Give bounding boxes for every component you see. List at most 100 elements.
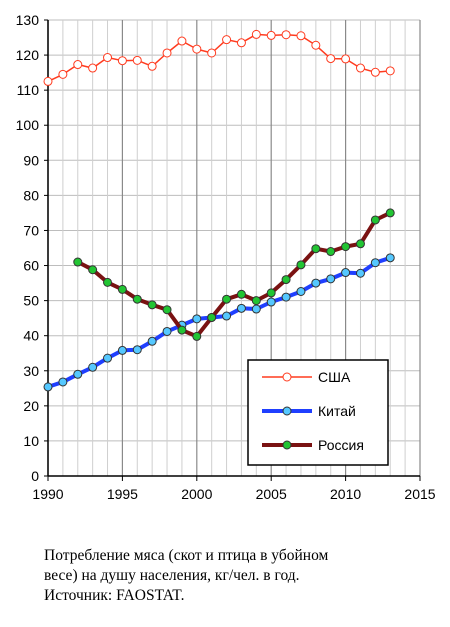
data-point	[296, 260, 306, 270]
data-point	[385, 208, 395, 218]
data-point	[266, 30, 276, 40]
data-point	[222, 35, 232, 45]
caption-line-2: весе) на душу населения, кг/чел. в год.	[44, 567, 300, 584]
data-point	[311, 40, 321, 50]
data-point	[341, 268, 351, 278]
data-point	[341, 54, 351, 64]
x-tick-label: 1990	[32, 486, 63, 502]
chart-series	[43, 29, 395, 392]
data-point	[281, 30, 291, 40]
data-point	[162, 305, 172, 315]
data-point	[117, 56, 127, 66]
y-tick-label: 60	[23, 258, 39, 274]
data-point	[88, 362, 98, 372]
data-point	[236, 303, 246, 313]
data-point	[236, 38, 246, 48]
data-point	[117, 345, 127, 355]
data-point	[311, 244, 321, 254]
data-point	[296, 31, 306, 41]
data-point	[192, 314, 202, 324]
data-point	[385, 66, 395, 76]
caption-line-1: Потребление мяса (скот и птица в убойном	[44, 547, 329, 564]
data-point	[162, 326, 172, 336]
data-point	[296, 286, 306, 296]
x-tick-label: 1995	[107, 486, 138, 502]
data-point	[370, 215, 380, 225]
y-tick-label: 30	[23, 363, 39, 379]
legend-label: Россия	[318, 437, 364, 453]
data-point	[88, 265, 98, 275]
data-point	[73, 369, 83, 379]
data-point	[370, 67, 380, 77]
data-point	[132, 294, 142, 304]
data-point	[58, 69, 68, 79]
data-point	[385, 253, 395, 263]
data-point	[207, 48, 217, 58]
legend-marker	[282, 440, 292, 450]
data-point	[236, 289, 246, 299]
y-tick-label: 20	[23, 398, 39, 414]
data-point	[132, 55, 142, 65]
y-tick-label: 50	[23, 293, 39, 309]
y-axis-ticks: 0 10 20 30 40 50 60 70 80 90 100 110 120 130	[16, 12, 48, 484]
data-point	[355, 239, 365, 249]
data-point	[207, 312, 217, 322]
data-point	[162, 48, 172, 58]
data-point	[266, 288, 276, 298]
series-line	[76, 211, 392, 339]
data-point	[251, 296, 261, 306]
data-point	[147, 336, 157, 346]
data-point	[132, 345, 142, 355]
data-point	[88, 63, 98, 73]
legend-item: Китай	[262, 403, 356, 419]
meat-consumption-chart: 1990 1995 2000 2005 2010 2015 0 10 20 30 40 50 60 70…	[16, 12, 436, 502]
data-point	[103, 277, 113, 287]
x-tick-label: 2005	[256, 486, 287, 502]
data-point	[177, 36, 187, 46]
data-point	[355, 63, 365, 73]
legend-item: США	[262, 369, 351, 385]
legend-marker	[282, 372, 292, 382]
data-point	[326, 247, 336, 257]
x-tick-label: 2015	[404, 486, 435, 502]
chart-axes	[47, 20, 420, 477]
data-point	[177, 325, 187, 335]
chart-grid	[47, 19, 421, 477]
series-line	[47, 33, 391, 83]
y-tick-label: 130	[16, 12, 40, 28]
data-point	[266, 297, 276, 307]
data-point	[281, 275, 291, 285]
data-point	[326, 274, 336, 284]
series-1	[43, 253, 395, 392]
data-point	[103, 353, 113, 363]
data-point	[251, 29, 261, 39]
data-point	[222, 294, 232, 304]
data-point	[281, 292, 291, 302]
data-point	[73, 60, 83, 70]
y-tick-label: 0	[31, 468, 39, 484]
y-tick-label: 120	[16, 47, 40, 63]
legend-label: США	[318, 369, 351, 385]
y-tick-label: 110	[17, 82, 40, 98]
y-tick-label: 10	[23, 433, 39, 449]
data-point	[311, 278, 321, 288]
chart-legend: США Китай Россия	[247, 359, 389, 466]
data-point	[222, 311, 232, 321]
y-tick-label: 80	[23, 187, 39, 203]
series-2	[73, 208, 395, 341]
data-point	[341, 242, 351, 252]
series-0	[43, 29, 395, 86]
x-tick-label: 2010	[330, 486, 361, 502]
caption-line-3: Источник: FAOSTAT.	[44, 587, 185, 604]
data-point	[117, 284, 127, 294]
y-tick-label: 40	[23, 328, 39, 344]
legend-label: Китай	[318, 403, 356, 419]
data-point	[73, 257, 83, 267]
data-point	[147, 300, 157, 310]
data-point	[147, 61, 157, 71]
y-tick-label: 70	[23, 222, 39, 238]
data-point	[43, 76, 53, 86]
figure-caption: Потребление мяса (скот и птица в убойном…	[44, 546, 444, 606]
data-point	[192, 331, 202, 341]
data-point	[192, 44, 202, 54]
